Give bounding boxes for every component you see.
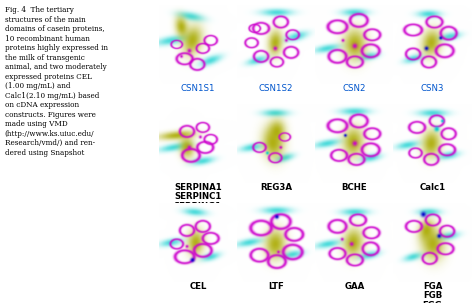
Text: CEL: CEL: [189, 282, 207, 291]
Text: REG3A: REG3A: [260, 183, 292, 192]
Text: FGA
FGB
FGG: FGA FGB FGG: [423, 282, 442, 303]
Text: Fig. 4  The tertiary
structures of the main
domains of casein proteins,
10 recom: Fig. 4 The tertiary structures of the ma…: [5, 6, 108, 157]
Text: CSN3: CSN3: [421, 84, 444, 93]
Text: CSN2: CSN2: [343, 84, 366, 93]
Text: LTF: LTF: [268, 282, 284, 291]
Text: SERPINA1
SERPINC1
SERPING1: SERPINA1 SERPINC1 SERPING1: [174, 183, 222, 211]
Text: GAA: GAA: [344, 282, 365, 291]
Text: Calc1: Calc1: [419, 183, 446, 192]
Text: BCHE: BCHE: [341, 183, 367, 192]
Text: CSN1S2: CSN1S2: [259, 84, 293, 93]
Text: CSN1S1: CSN1S1: [181, 84, 215, 93]
